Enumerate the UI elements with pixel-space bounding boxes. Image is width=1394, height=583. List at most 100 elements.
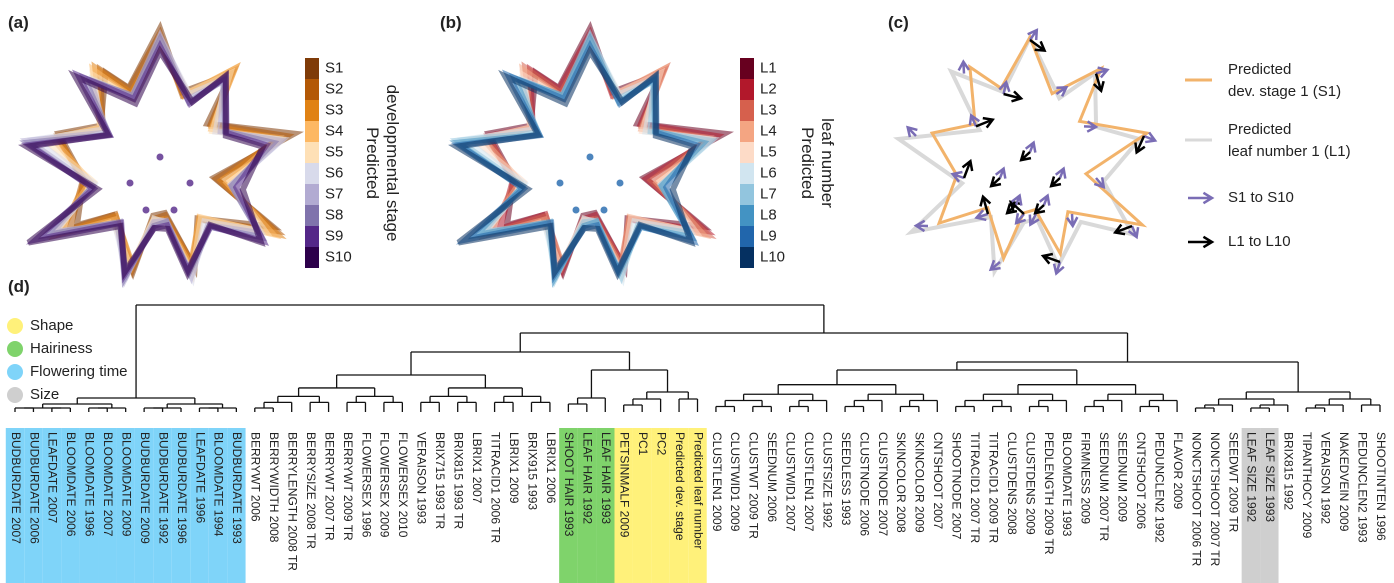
leaf-label: LEAF SIZE 1992 — [1245, 432, 1259, 522]
legend-label: Predicted — [1228, 121, 1291, 138]
leaf-label: PC2 — [654, 432, 668, 456]
landmark-dot — [573, 207, 580, 214]
leaf-label: BUDBURDATE 1996 — [175, 432, 189, 544]
panel-label: (d) — [8, 277, 30, 296]
leaf-label: BERRYWT 2006 — [249, 432, 263, 522]
leaf-label: LBRIX1 2007 — [470, 432, 484, 504]
leaf-label: BLOOMDATE 1993 — [1060, 432, 1074, 537]
leaf-label: SHOOTNODE 2007 — [950, 432, 964, 540]
leaf-label: CLUSTWID1 2007 — [784, 432, 798, 532]
legend-swatch — [740, 100, 754, 121]
leaf-label: LEAFDATE 1996 — [193, 432, 207, 523]
arrow — [1040, 196, 1050, 206]
leaf-label: CLUSTLEN1 2007 — [802, 432, 816, 532]
legend-label: S10 — [325, 248, 352, 265]
legend-swatch — [305, 226, 319, 247]
legend-label: S6 — [325, 164, 343, 181]
leaf-label: FIRMNESS 2009 — [1079, 432, 1093, 524]
legend-swatch — [740, 58, 754, 79]
legend-swatch — [740, 79, 754, 100]
legend-swatch — [305, 205, 319, 226]
legend-label: L8 — [760, 206, 777, 223]
legend-dot — [7, 341, 23, 357]
legend-label: L1 — [760, 59, 777, 76]
legend-label: S1 — [325, 59, 343, 76]
legend-label: S7 — [325, 185, 343, 202]
leaf-label: LEAF HAIR 1992 — [581, 432, 595, 524]
leaf-label: BRIX715 1993 TR — [433, 432, 447, 530]
leaf-label: CLUSTWT 2009 TR — [747, 432, 761, 539]
leaf-label: BLOOMDATE 2009 — [120, 432, 134, 537]
leaf-label: NAKEDVEIN 2009 — [1337, 432, 1351, 532]
legend-swatch — [740, 205, 754, 226]
leaf-label: VERAISON 1993 — [415, 432, 429, 524]
legend-swatch — [740, 184, 754, 205]
leaf-label: CNTSHOOT 2007 — [931, 432, 945, 529]
leaf-label: BUDBURDATE 2007 — [9, 432, 23, 544]
panel-label: (a) — [8, 13, 29, 32]
arrow — [1188, 193, 1212, 203]
legend-title: Predicted — [363, 127, 382, 199]
leaf-label: SHOOT HAIR 1993 — [562, 432, 576, 537]
leaf-label: SEEDNUM 2007 TR — [1097, 432, 1111, 541]
panel-label: (c) — [888, 13, 909, 32]
landmark-dot — [171, 207, 178, 214]
legend-label: L2 — [760, 80, 777, 97]
leaf-label: SHOOTINTEN 1996 — [1374, 432, 1388, 541]
leaf-label: LEAF HAIR 1993 — [599, 432, 613, 524]
leaf-label: BERRYWIDTH 2008 — [267, 432, 281, 543]
leaf-label: TITRACID1 2006 TR — [488, 432, 502, 543]
arrow — [996, 169, 1006, 179]
leaf-label: Predicted dev. stage — [673, 432, 687, 541]
legend-label: Predicted — [1228, 61, 1291, 78]
leaf-label: LBRIX1 2009 — [507, 432, 521, 504]
legend-label: L1 to L10 — [1228, 233, 1291, 250]
arrow — [1051, 177, 1061, 187]
legend-label: L6 — [760, 164, 777, 181]
leaf-label: NONCTSHOOT 2007 TR — [1208, 432, 1222, 567]
legend-label: S2 — [325, 80, 343, 97]
leaf-label: BERRYSIZE 2008 TR — [304, 432, 318, 549]
leaf-label: PETSINMALF 2009 — [618, 432, 632, 538]
leaf-label: BUDBURDATE 2006 — [27, 432, 41, 544]
leaf-label: CLUSTNODE 2006 — [857, 432, 871, 536]
leaf-label: TIPANTHOCY 2009 — [1300, 432, 1314, 539]
legend-swatch — [305, 58, 319, 79]
leaf-label: CLUSTWID1 2009 — [728, 432, 742, 532]
leaf-label: CLUSTSIZE 1992 — [820, 432, 834, 528]
arrow — [963, 161, 973, 178]
legend-swatch — [740, 247, 754, 268]
legend-label: L7 — [760, 185, 777, 202]
legend-label: S3 — [325, 101, 343, 118]
leaf-label: BERRYWT 2007 TR — [322, 432, 336, 541]
leaf-label: CLUSTLEN1 2009 — [710, 432, 724, 532]
arrow — [1035, 204, 1045, 214]
leaf-label: PEDUNCLEN2 1992 — [1152, 432, 1166, 543]
arrow — [1021, 151, 1031, 161]
panel-label: (b) — [440, 13, 462, 32]
leaf-label: LEAF SIZE 1993 — [1263, 432, 1277, 522]
legend-title: leaf number — [818, 118, 837, 208]
legend-dot — [7, 318, 23, 334]
arrow — [1188, 237, 1212, 247]
leaf-label: FLOWERSEX 2009 — [378, 432, 392, 538]
legend-swatch — [305, 142, 319, 163]
legend-title: Predicted — [798, 127, 817, 199]
arrow — [1026, 143, 1036, 153]
legend-label: S5 — [325, 143, 343, 160]
leaf-label: NONCTSHOOT 2006 TR — [1189, 432, 1203, 567]
landmark-dot — [143, 207, 150, 214]
legend-label: S8 — [325, 206, 343, 223]
legend-dot — [7, 364, 23, 380]
landmark-dot — [617, 180, 624, 187]
legend-label: Hairiness — [30, 340, 93, 357]
arrow — [1043, 254, 1060, 264]
leaf-label: BERRYWT 2009 TR — [341, 432, 355, 541]
leaf-label: BRIX815 1993 TR — [452, 432, 466, 530]
landmark-dot — [587, 154, 594, 161]
legend-swatch — [305, 121, 319, 142]
landmark-dot — [127, 180, 134, 187]
leaf-label: BLOOMDATE 1994 — [212, 432, 226, 537]
legend-label: S4 — [325, 122, 343, 139]
landmark-dot — [187, 180, 194, 187]
